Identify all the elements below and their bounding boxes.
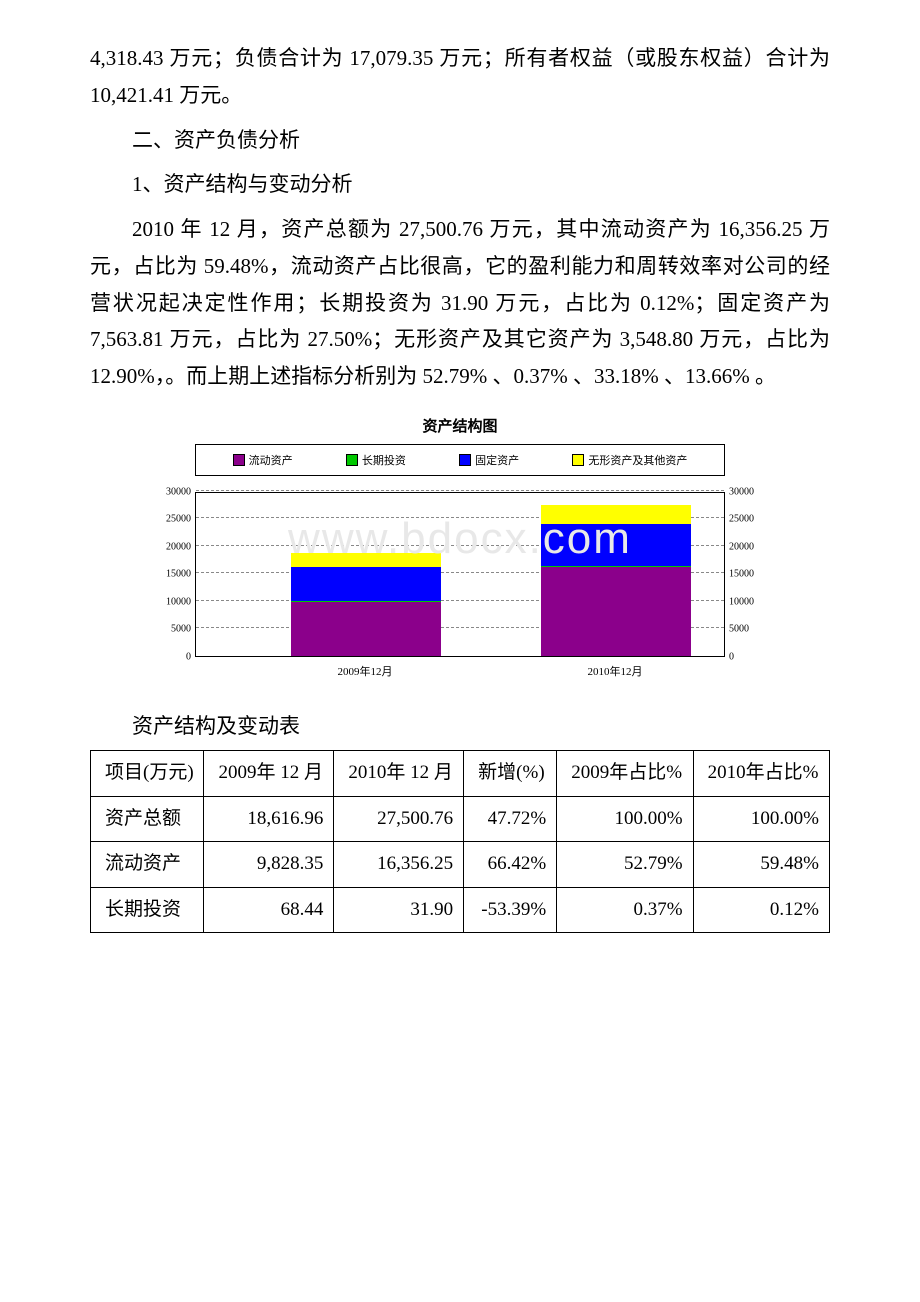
y-tick-label-right: 25000 [729,514,754,525]
legend-swatch [346,454,358,466]
table-row-label: 资产总额 [91,796,204,842]
bar-segment [291,602,441,656]
bar-segment [291,567,441,601]
table-cell: 27,500.76 [334,796,464,842]
bar-segment [541,505,691,525]
asset-structure-chart: www.bdocx.com 流动资产长期投资固定资产无形资产及其他资产 0500… [155,444,765,679]
chart-plot-area [195,492,725,657]
gridline [196,490,724,491]
table-cell: 9,828.35 [204,842,334,888]
table-caption: 资产结构及变动表 [90,709,830,745]
table-row-label: 流动资产 [91,842,204,888]
chart-title: 资产结构图 [90,415,830,436]
table-cell: 16,356.25 [334,842,464,888]
table-cell: 0.37% [557,887,693,933]
y-tick-label-right: 5000 [729,624,749,635]
subsection-heading-1: 1、资产结构与变动分析 [90,166,830,203]
section-heading-2: 二、资产负债分析 [90,122,830,159]
y-tick-label-right: 10000 [729,596,754,607]
legend-label: 无形资产及其他资产 [588,452,687,468]
table-row: 资产总额18,616.9627,500.7647.72%100.00%100.0… [91,796,830,842]
bar-segment [541,566,691,656]
table-cell: -53.39% [464,887,557,933]
table-cell: 59.48% [693,842,829,888]
bar-segment [291,553,441,567]
legend-label: 长期投资 [362,452,406,468]
chart-legend: 流动资产 长期投资 固定资产 无形资产及其他资产 [195,444,725,476]
table-cell: 66.42% [464,842,557,888]
table-header-cell: 2010年占比% [693,751,829,797]
legend-label: 流动资产 [249,452,293,468]
y-tick-label-left: 30000 [166,486,191,497]
table-header-cell: 新增(%) [464,751,557,797]
table-header-cell: 2009年占比% [557,751,693,797]
table-cell: 0.12% [693,887,829,933]
table-cell: 47.72% [464,796,557,842]
paragraph-continuation: 4,318.43 万元；负债合计为 17,079.35 万元；所有者权益（或股东… [90,40,830,114]
asset-structure-table: 项目(万元)2009年 12 月2010年 12 月新增(%)2009年占比%2… [90,750,830,933]
table-header-cell: 2009年 12 月 [204,751,334,797]
legend-item: 流动资产 [233,452,293,468]
legend-swatch [572,454,584,466]
y-tick-label-right: 20000 [729,541,754,552]
y-axis-right: 050001000015000200002500030000 [725,492,765,657]
legend-item: 固定资产 [459,452,519,468]
legend-item: 无形资产及其他资产 [572,452,687,468]
legend-swatch [459,454,471,466]
y-tick-label-left: 20000 [166,541,191,552]
table-cell: 68.44 [204,887,334,933]
table-row: 长期投资68.4431.90-53.39%0.37%0.12% [91,887,830,933]
table-cell: 100.00% [557,796,693,842]
table-header-row: 项目(万元)2009年 12 月2010年 12 月新增(%)2009年占比%2… [91,751,830,797]
table-cell: 18,616.96 [204,796,334,842]
table-cell: 52.79% [557,842,693,888]
y-tick-label-right: 30000 [729,486,754,497]
legend-swatch [233,454,245,466]
table-row: 流动资产9,828.3516,356.2566.42%52.79%59.48% [91,842,830,888]
table-header-cell: 项目(万元) [91,751,204,797]
table-cell: 31.90 [334,887,464,933]
bar-segment [541,524,691,566]
table-row-label: 长期投资 [91,887,204,933]
y-tick-label-left: 25000 [166,514,191,525]
table-header-cell: 2010年 12 月 [334,751,464,797]
y-tick-label-left: 15000 [166,569,191,580]
y-tick-label-left: 5000 [171,624,191,635]
analysis-paragraph: 2010 年 12 月，资产总额为 27,500.76 万元，其中流动资产为 1… [90,211,830,395]
legend-label: 固定资产 [475,452,519,468]
legend-item: 长期投资 [346,452,406,468]
y-tick-label-left: 10000 [166,596,191,607]
y-tick-label-left: 0 [186,651,191,662]
table-cell: 100.00% [693,796,829,842]
x-axis-label: 2009年12月 [338,663,393,679]
x-axis-label: 2010年12月 [588,663,643,679]
y-axis-left: 050001000015000200002500030000 [155,492,195,657]
y-tick-label-right: 0 [729,651,734,662]
y-tick-label-right: 15000 [729,569,754,580]
